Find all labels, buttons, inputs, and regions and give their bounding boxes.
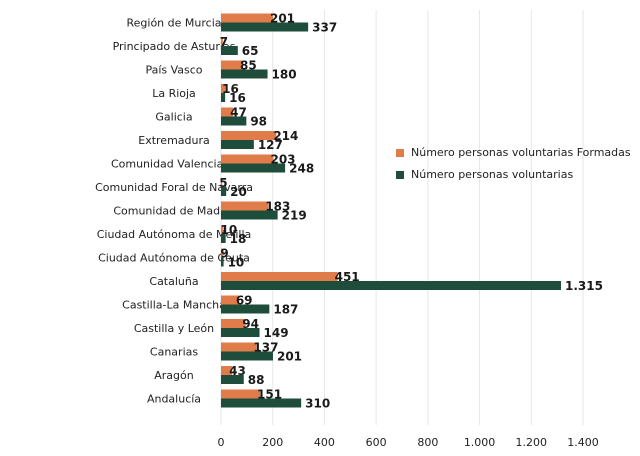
bar	[221, 107, 234, 117]
value-label: 7	[220, 35, 228, 49]
y-tick-label: Ciudad Autónoma de Ceuta	[98, 252, 250, 265]
y-tick-label: Canarias	[150, 346, 198, 359]
y-tick-label: Galicia	[155, 111, 192, 124]
value-label: 69	[236, 294, 253, 308]
bar	[221, 295, 239, 305]
y-tick-label: Principado de Asturias	[113, 40, 236, 53]
value-label: 9	[220, 247, 228, 261]
bar	[221, 398, 302, 408]
bar	[221, 272, 338, 281]
y-tick-label: Aragón	[154, 369, 194, 382]
value-label: 137	[253, 341, 278, 355]
bar	[221, 304, 270, 314]
value-label: 47	[230, 106, 247, 120]
bar	[221, 22, 309, 32]
bar	[221, 131, 277, 140]
bar	[221, 154, 274, 164]
bar	[221, 116, 247, 126]
bar	[221, 234, 226, 243]
bar	[221, 163, 286, 173]
value-label: 183	[265, 200, 290, 214]
value-label: 451	[335, 270, 360, 284]
y-tick-label: Castilla-La Mancha	[122, 299, 226, 312]
bar	[221, 210, 278, 220]
y-tick-label: Ciudad Autónoma de Melilla	[97, 228, 252, 241]
y-tick-label: Andalucía	[147, 393, 201, 406]
y-tick-label: Cataluña	[149, 275, 198, 288]
value-label: 88	[248, 373, 265, 387]
value-label: 219	[282, 209, 307, 223]
y-tick-label: La Rioja	[152, 87, 196, 100]
value-label: 201	[270, 12, 295, 26]
x-tick-label: 1.400	[567, 436, 599, 449]
y-tick-label: Castilla y León	[134, 322, 214, 335]
y-tick-label: Comunidad Valenciana	[111, 158, 237, 171]
value-label: 201	[277, 350, 302, 364]
legend-label: Número personas voluntarias	[411, 168, 573, 181]
value-label: 187	[273, 303, 298, 317]
value-label: 127	[258, 138, 283, 152]
bar	[221, 37, 223, 46]
value-label: 94	[242, 317, 259, 331]
bar	[221, 140, 254, 149]
value-label: 337	[312, 21, 337, 35]
value-label: 10	[228, 256, 245, 270]
x-tick-label: 600	[366, 436, 387, 449]
bar	[221, 248, 224, 258]
bar	[221, 328, 260, 337]
value-label: 310	[305, 397, 330, 411]
x-tick-label: 0	[218, 436, 225, 449]
bar	[221, 281, 562, 290]
bar	[221, 389, 261, 399]
value-label: 10	[221, 223, 238, 237]
value-label: 43	[229, 364, 246, 378]
legend-swatch	[396, 171, 404, 179]
bar	[221, 178, 223, 187]
x-tick-label: 400	[314, 436, 335, 449]
value-label: 16	[222, 82, 239, 96]
value-label: 16	[229, 91, 246, 105]
value-label: 5	[219, 176, 227, 190]
bar	[221, 93, 226, 102]
bar	[221, 84, 226, 93]
x-tick-label: 1.200	[516, 436, 548, 449]
bar	[221, 13, 273, 23]
x-tick-label: 200	[262, 436, 283, 449]
bar	[221, 351, 273, 361]
bar	[221, 46, 238, 55]
bar	[221, 257, 224, 267]
value-label: 203	[270, 153, 295, 167]
value-label: 248	[289, 162, 314, 176]
bar	[221, 319, 246, 328]
value-label: 98	[250, 115, 267, 129]
bar	[221, 201, 269, 211]
value-label: 149	[264, 326, 289, 340]
value-label: 18	[230, 232, 247, 246]
bar	[221, 366, 233, 375]
value-label: 180	[272, 68, 297, 82]
bar	[221, 375, 244, 384]
legend-label: Número personas voluntarias Formadas	[411, 146, 631, 159]
bar	[221, 60, 243, 70]
bar	[221, 69, 268, 79]
value-label: 151	[257, 388, 282, 402]
value-label: 20	[230, 185, 247, 199]
bar	[221, 225, 224, 234]
bar	[221, 187, 227, 196]
legend-swatch	[396, 149, 404, 157]
x-tick-label: 1.000	[464, 436, 496, 449]
value-label: 214	[273, 129, 298, 143]
y-tick-label: Comunidad Foral de Navarra	[95, 181, 253, 194]
x-tick-label: 800	[417, 436, 438, 449]
value-label: 1.315	[565, 279, 603, 293]
y-tick-label: Comunidad de Madrid	[113, 205, 234, 218]
value-label: 85	[240, 59, 257, 73]
y-tick-label: Región de Murcia	[127, 17, 222, 30]
value-label: 65	[242, 44, 259, 58]
bar	[221, 342, 257, 352]
y-tick-label: País Vasco	[145, 64, 202, 77]
y-tick-label: Extremadura	[138, 134, 210, 147]
